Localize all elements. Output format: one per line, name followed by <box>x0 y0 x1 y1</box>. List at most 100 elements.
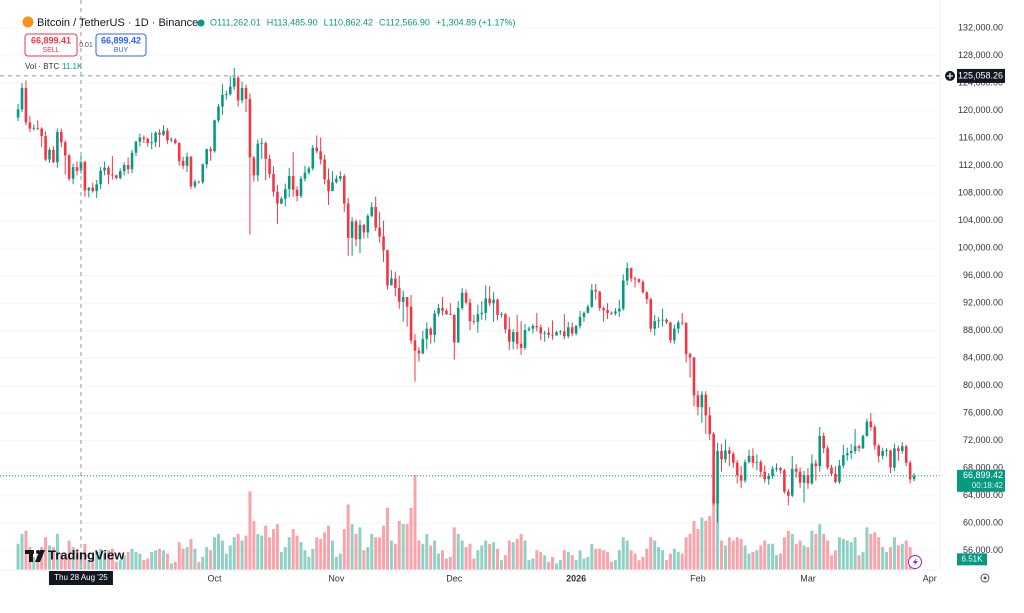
volume-bar <box>786 530 790 570</box>
volume-bar <box>515 538 519 570</box>
candle-body <box>209 149 212 152</box>
volume-bar <box>849 542 853 570</box>
candle-body <box>150 142 153 144</box>
candle-body <box>680 322 684 324</box>
volume-bar <box>602 550 606 570</box>
ohlc-legend-item: O111,262.01 <box>210 17 261 27</box>
last-volume-label: 6.51K <box>962 554 984 563</box>
candle-body <box>315 147 319 152</box>
volume-bar <box>657 547 661 570</box>
y-tick-label: 80,000.00 <box>963 380 1003 390</box>
candle-body <box>708 415 712 434</box>
volume-bar <box>763 540 767 570</box>
crosshair-price-label: 125,058.26 <box>958 70 1003 80</box>
candle-body <box>496 299 499 315</box>
buy-button[interactable] <box>95 33 147 57</box>
volume-bar <box>704 520 708 570</box>
candle-body <box>28 122 32 129</box>
candle-body <box>511 332 515 342</box>
volume-bar <box>378 537 382 570</box>
candle-body <box>629 268 633 279</box>
candle-body <box>299 178 303 196</box>
candle-body <box>857 446 861 449</box>
volume-bar <box>138 553 142 570</box>
candle-body <box>649 299 653 329</box>
candle-body <box>897 448 900 452</box>
volume-bar <box>826 540 830 570</box>
candle-body <box>845 453 849 456</box>
candle-body <box>610 312 613 314</box>
candle-body <box>523 330 527 348</box>
candle-body <box>20 88 24 110</box>
symbol-title[interactable]: Bitcoin / TetherUS · 1D · Binance <box>37 17 198 29</box>
candle-body <box>787 491 790 496</box>
buy-label: BUY <box>114 47 129 54</box>
volume-bar <box>731 540 735 570</box>
candle-body <box>225 94 228 95</box>
candle-body <box>822 435 825 449</box>
candle-body <box>618 308 621 312</box>
candle-body <box>170 139 173 141</box>
candle-body <box>335 178 338 183</box>
volume-bar <box>299 542 303 570</box>
volume-bar <box>798 540 802 570</box>
candle-body <box>452 314 456 343</box>
candle-body <box>881 451 884 456</box>
candle-body <box>386 250 389 286</box>
volume-bar <box>244 535 248 570</box>
candles <box>16 68 916 523</box>
candle-body <box>720 451 723 460</box>
sell-label: SELL <box>42 47 59 54</box>
volume-bar <box>547 561 551 570</box>
volume-bar <box>350 524 354 570</box>
candle-body <box>751 455 755 463</box>
volume-bar <box>122 555 126 570</box>
volume-bar <box>217 533 220 570</box>
candle-body <box>582 312 586 317</box>
volume-bar <box>578 550 582 570</box>
settings-button[interactable] <box>980 573 990 583</box>
volume-bar <box>161 550 165 570</box>
candle-body <box>877 445 880 456</box>
candle-body <box>716 451 719 504</box>
candle-body <box>307 168 311 173</box>
volume-bar <box>425 533 429 570</box>
candle-body <box>146 138 150 144</box>
volume-bar <box>551 556 555 570</box>
candle-body <box>111 174 114 176</box>
candle-body <box>75 167 79 171</box>
candle-body <box>217 106 220 121</box>
volume-bar <box>32 556 36 570</box>
volume-bar <box>444 558 448 570</box>
x-tick-label: Feb <box>690 573 706 583</box>
last-price-box <box>957 469 1005 492</box>
sell-button[interactable] <box>24 33 78 57</box>
candle-body <box>641 281 645 293</box>
candle-body <box>16 109 20 118</box>
volume-bar <box>507 540 511 570</box>
volume-bar <box>260 535 264 570</box>
crosshair-date-box <box>48 571 113 585</box>
volume-bar <box>480 545 484 570</box>
candle-body <box>130 152 134 170</box>
candle-body <box>826 448 829 468</box>
candle-body <box>378 227 381 237</box>
volume-bar <box>727 537 731 570</box>
volume-bar <box>307 556 311 570</box>
last-volume-box <box>957 553 987 566</box>
volume-bar <box>877 537 881 570</box>
candle-body <box>390 278 393 286</box>
crosshair-price-box <box>957 68 1005 83</box>
y-tick-label: 112,000.00 <box>959 160 1003 170</box>
volume-bar <box>126 551 130 570</box>
volume-bar <box>837 537 841 570</box>
brand-logo[interactable]: TradingView <box>25 547 125 562</box>
volume-bar <box>625 540 629 570</box>
volume-bar <box>452 527 456 570</box>
candle-body <box>228 86 232 95</box>
volume-bar <box>664 560 668 570</box>
candle-body <box>272 173 275 192</box>
candle-body <box>284 189 287 199</box>
volume-bar <box>712 496 716 570</box>
volume-bar <box>99 548 103 570</box>
